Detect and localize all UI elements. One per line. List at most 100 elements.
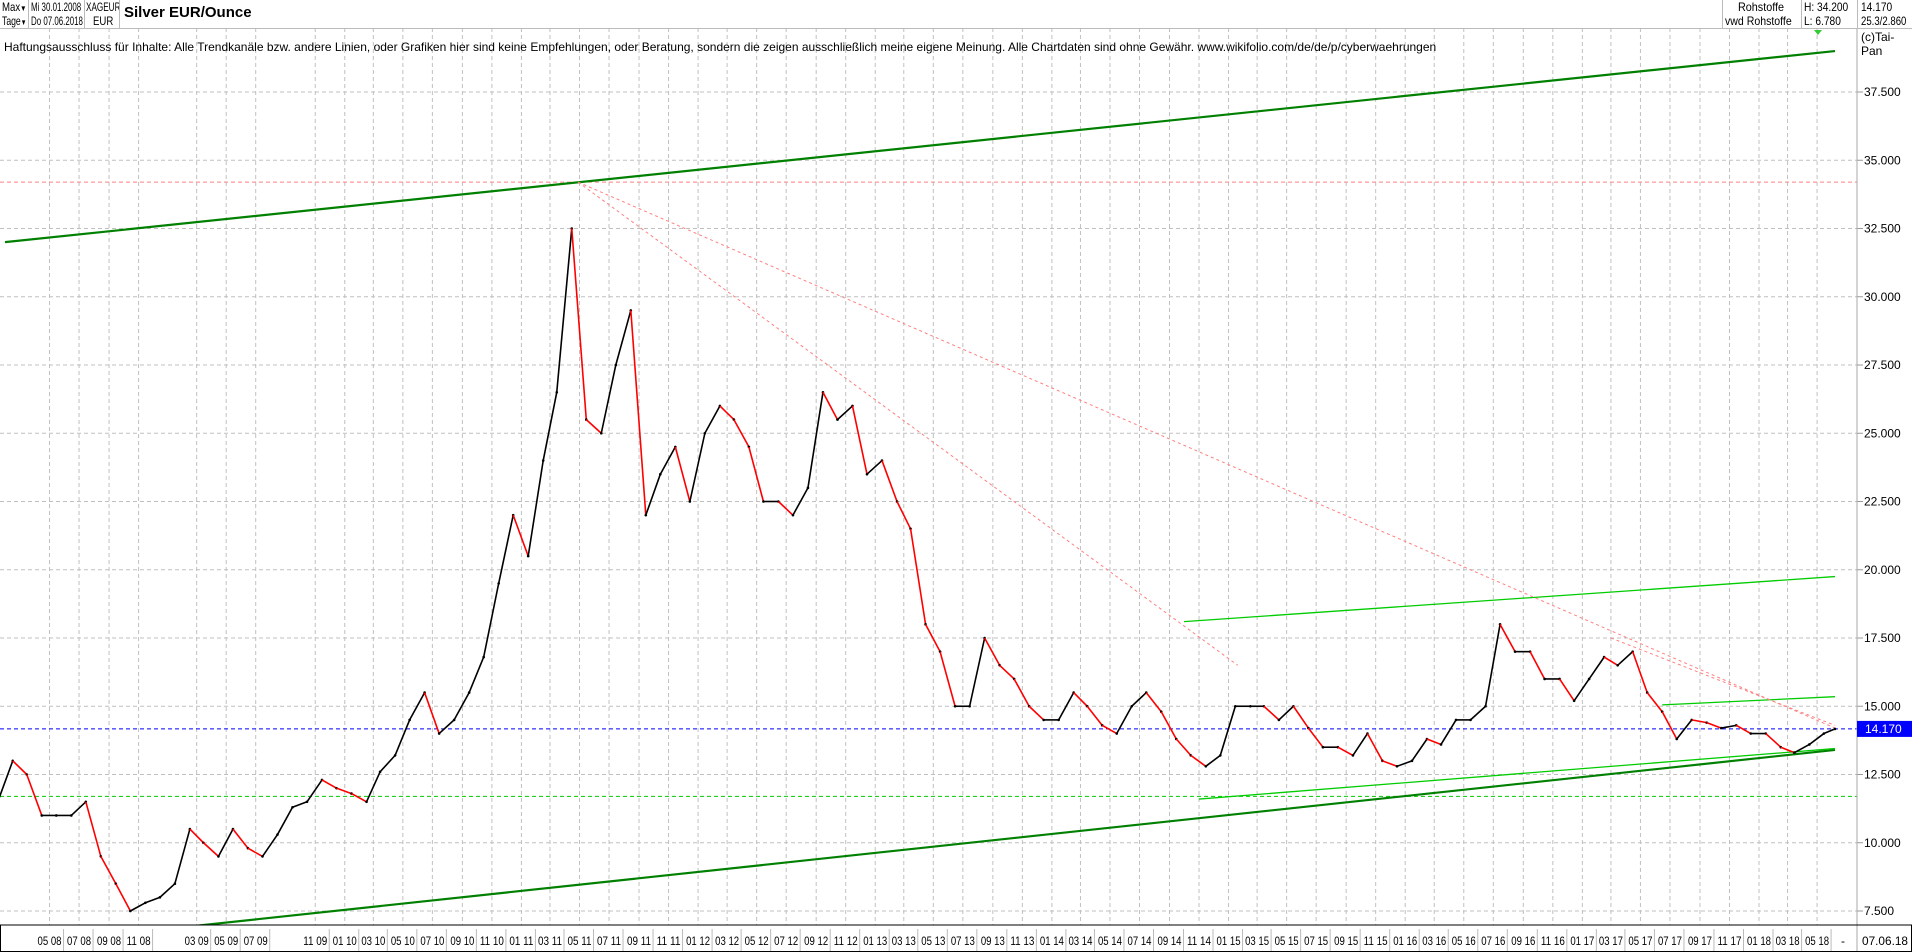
price-segment <box>807 392 824 488</box>
price-segment <box>896 501 912 530</box>
price-segment <box>497 514 514 584</box>
price-segment <box>1411 738 1428 762</box>
price-segment <box>1499 623 1516 653</box>
price-segment <box>379 754 396 773</box>
plot-area <box>0 28 1857 925</box>
price-segment <box>542 392 558 461</box>
x-tick-label: 11 17 <box>1717 934 1741 948</box>
price-segment <box>851 405 868 475</box>
x-tick-label: 03 18 <box>1776 934 1800 948</box>
period-marker-icon <box>1814 30 1822 35</box>
price-segment <box>85 801 102 857</box>
x-tick-label: 11 11 <box>657 934 681 948</box>
x-tick-label: 07 09 <box>244 934 268 948</box>
price-segment <box>748 446 765 502</box>
x-tick-label: 11 12 <box>834 934 858 948</box>
x-tick-label: 07 13 <box>951 934 975 948</box>
price-segment <box>292 801 308 809</box>
chart-header: Max▼ Tage▼ Mi 30.01.2008 Do 07.06.2018 X… <box>0 0 1912 29</box>
price-segment <box>1661 711 1678 740</box>
x-tick-label: 01 10 <box>333 934 357 948</box>
x-tick-label: 11 08 <box>127 934 151 948</box>
data-source: vwd Rohstoffe <box>1725 14 1792 28</box>
x-tick-label: 01 14 <box>1040 934 1064 948</box>
x-tick-label: 05 13 <box>921 934 945 948</box>
price-segment <box>1484 624 1501 707</box>
y-tick-label: 7.500 <box>1864 904 1894 918</box>
x-tick-label: 03 12 <box>715 934 739 948</box>
price-segment <box>1263 705 1280 721</box>
x-tick-label: 09 12 <box>804 934 828 948</box>
price-segment <box>1382 760 1398 768</box>
price-segment <box>1175 738 1192 756</box>
price-segment <box>1160 711 1177 740</box>
x-tick-label: 03 15 <box>1245 934 1269 948</box>
copyright: (c)Tai-Pan <box>1861 30 1895 58</box>
x-tick-label: 05 17 <box>1628 934 1652 948</box>
info-value: 25.3/2.860 <box>1861 14 1907 28</box>
price-segment <box>1603 656 1619 666</box>
price-segment <box>482 583 500 658</box>
price-segment <box>1617 651 1634 666</box>
price-segment <box>645 473 662 516</box>
x-tick-label: 05 08 <box>38 934 62 948</box>
price-segment <box>1646 692 1663 713</box>
price-segment <box>453 692 470 721</box>
range-select[interactable]: Max▼ <box>2 0 26 14</box>
price-segment <box>408 692 426 721</box>
price-segment <box>159 883 176 898</box>
interval-select[interactable]: Tage▼ <box>2 14 26 28</box>
x-tick-label: 01 16 <box>1393 934 1417 948</box>
price-segment <box>145 896 161 904</box>
trendline-resistance <box>1610 637 1836 726</box>
x-tick-label: 07 08 <box>67 934 91 948</box>
x-tick-label: 03 09 <box>185 934 209 948</box>
price-segment <box>1631 651 1648 693</box>
price-segment <box>866 459 883 475</box>
price-segment <box>1116 705 1133 734</box>
x-axis-dash: - <box>1841 934 1845 948</box>
price-segment <box>585 419 602 434</box>
x-tick-label: 01 13 <box>863 934 887 948</box>
x-tick-label: 11 10 <box>480 934 504 948</box>
trendline-resistance <box>577 181 1239 666</box>
price-segment <box>600 364 617 434</box>
price-segment <box>336 787 352 795</box>
date-from[interactable]: Mi 30.01.2008 <box>31 0 82 14</box>
price-segment <box>1735 724 1752 735</box>
x-tick-label: 05 16 <box>1452 934 1476 948</box>
chevron-down-icon: ▼ <box>20 4 27 13</box>
price-segment <box>924 623 941 653</box>
price-segment <box>26 774 43 816</box>
price-segment <box>1529 651 1546 680</box>
trendline-major <box>4 49 1836 244</box>
x-tick-label: 03 14 <box>1068 934 1092 948</box>
price-segment <box>1278 705 1294 721</box>
price-segment <box>689 433 706 502</box>
price-segment <box>570 228 588 420</box>
price-segment <box>983 637 1001 666</box>
y-tick-label: 15.000 <box>1864 699 1901 713</box>
x-tick-label: 03 11 <box>538 934 562 948</box>
price-segment <box>1145 692 1162 713</box>
x-tick-label: 05 11 <box>568 934 592 948</box>
trendline-major <box>193 748 1836 925</box>
y-tick-label: 17.500 <box>1864 631 1901 645</box>
price-segment <box>1057 692 1075 721</box>
x-tick-label: 01 15 <box>1217 934 1241 948</box>
x-tick-label: 03 10 <box>361 934 385 948</box>
x-tick-label: 11 13 <box>1010 934 1034 948</box>
price-segment <box>232 828 249 849</box>
chart-title: Silver EUR/Ounce <box>124 4 252 21</box>
price-segment <box>276 806 294 835</box>
x-tick-label: 07 14 <box>1127 934 1151 948</box>
price-segment <box>0 760 14 798</box>
price-segment <box>1691 719 1707 724</box>
date-to[interactable]: Do 07.06.2018 <box>31 14 83 28</box>
x-tick-label: 01 17 <box>1570 934 1594 948</box>
price-segment <box>674 446 691 502</box>
x-tick-label: 11 15 <box>1364 934 1388 948</box>
price-segment <box>792 487 809 516</box>
price-segment <box>1676 719 1693 740</box>
